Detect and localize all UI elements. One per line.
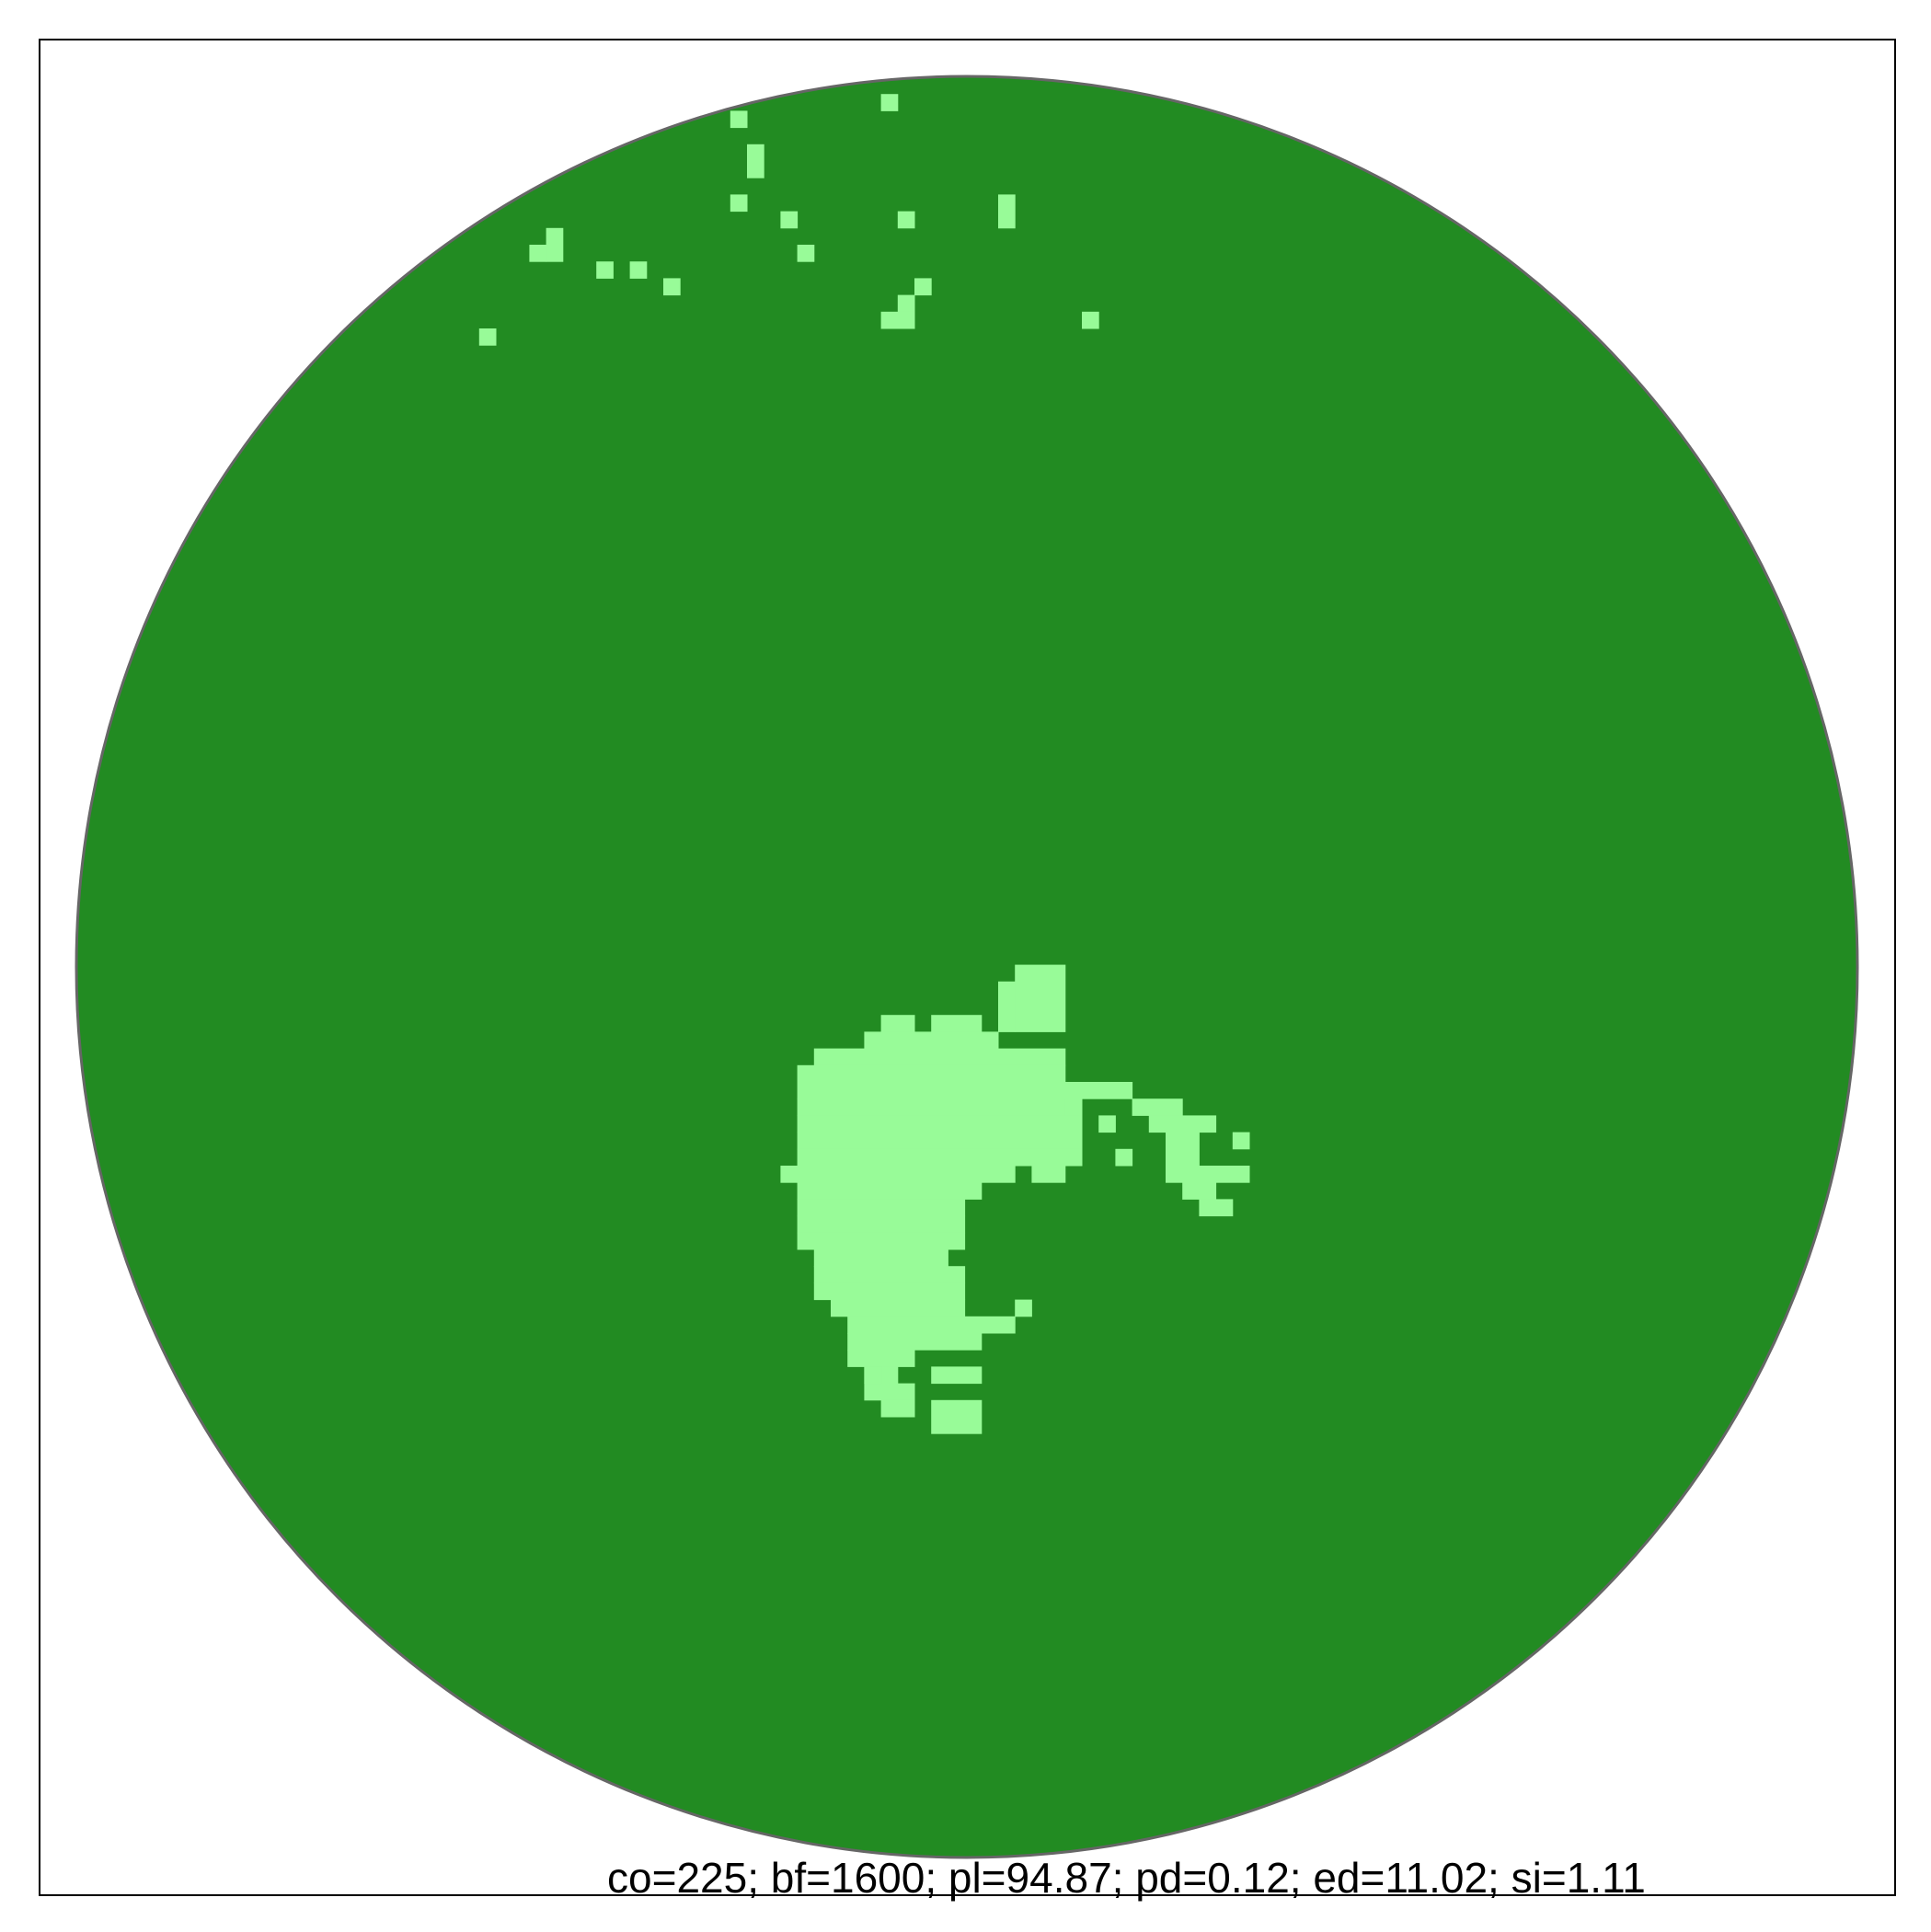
landscape-raster	[76, 76, 1857, 1857]
gap-cell	[847, 1333, 983, 1351]
gap-cell	[1115, 1148, 1133, 1167]
gap-cell	[1082, 311, 1099, 329]
gap-cell	[797, 1182, 983, 1200]
gap-cell	[847, 1350, 915, 1367]
gap-cell	[880, 311, 915, 329]
gap-cell	[914, 278, 932, 296]
gap-cell	[797, 1148, 1083, 1167]
gap-cell	[797, 1215, 966, 1234]
gap-cell	[797, 1132, 1083, 1150]
gap-cell	[880, 1015, 915, 1032]
gap-cell	[1015, 1299, 1032, 1317]
gap-cell	[663, 278, 681, 296]
gap-cell	[998, 194, 1016, 229]
gap-cell	[1182, 1182, 1217, 1200]
gap-cell	[880, 94, 899, 111]
gap-cell	[813, 1266, 966, 1283]
gap-cell	[478, 328, 497, 346]
gap-cell	[897, 294, 915, 313]
gap-cell	[780, 211, 799, 229]
gap-cell	[931, 1015, 983, 1032]
gap-cell	[864, 1031, 999, 1050]
gap-cell	[797, 1098, 1066, 1116]
gap-cell	[847, 1316, 1016, 1334]
gap-cell	[931, 1399, 983, 1434]
gap-cell	[864, 1366, 882, 1385]
circle-outline	[75, 75, 1859, 1859]
gap-cell	[747, 144, 764, 178]
gap-cell	[880, 1399, 915, 1418]
gap-cell	[1232, 1132, 1250, 1150]
gap-cell	[813, 1232, 966, 1250]
gap-cell	[797, 1199, 966, 1217]
gap-cell	[730, 194, 748, 213]
gap-cell	[813, 1249, 948, 1267]
gap-cell	[780, 1166, 1016, 1183]
gap-cell	[1199, 1199, 1234, 1217]
gap-cell	[1166, 1166, 1250, 1183]
gap-cell	[1148, 1115, 1217, 1133]
gap-cell	[730, 110, 748, 129]
gap-cell	[1064, 1098, 1083, 1116]
gap-cell	[1048, 1082, 1133, 1099]
gap-cell	[529, 245, 547, 262]
gap-cell	[1132, 1098, 1183, 1116]
gap-cell	[897, 211, 915, 229]
gap-cell	[629, 261, 648, 279]
gap-cell	[813, 1048, 1066, 1066]
gap-cell	[797, 245, 815, 262]
gap-cell	[1166, 1132, 1200, 1167]
gap-cell	[813, 1282, 966, 1301]
gap-cell	[596, 261, 614, 279]
forest-area	[76, 76, 1857, 1857]
gap-cell	[797, 1232, 815, 1250]
gap-cell	[831, 1299, 966, 1317]
gap-cell	[1098, 1115, 1116, 1133]
gap-cell	[931, 1366, 983, 1385]
landscape-stats-text: co=225; bf=1600; pl=94.87; pd=0.12; ed=1…	[607, 1854, 1646, 1902]
gap-cell	[1031, 1166, 1066, 1183]
gap-cell	[1015, 964, 1066, 1032]
gap-cell	[546, 227, 564, 262]
gap-cell	[864, 1383, 915, 1401]
gap-cell	[797, 1115, 1083, 1133]
gap-cell	[797, 1064, 1066, 1099]
gap-cell	[998, 981, 1016, 1032]
